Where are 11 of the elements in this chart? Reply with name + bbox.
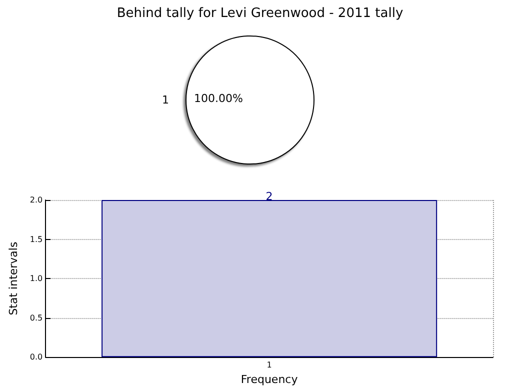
y-tick-label: 0.0 <box>30 352 43 362</box>
data-label: 100.00% <box>194 92 243 105</box>
y-tick-label: 2.0 <box>30 196 43 204</box>
y-tick-label: 0.5 <box>30 313 43 322</box>
x-axis-title: Frequency <box>240 373 298 386</box>
slice-label: 1 <box>162 94 169 106</box>
chart-title: Behind tally for Levi Greenwood - 2011 tally <box>116 6 404 21</box>
y-axis-title: Stat intervals <box>7 242 20 316</box>
data-label: 2 <box>266 190 273 203</box>
y-tick-label: 1.5 <box>30 234 43 244</box>
y-tick-label: 1.0 <box>30 274 43 284</box>
